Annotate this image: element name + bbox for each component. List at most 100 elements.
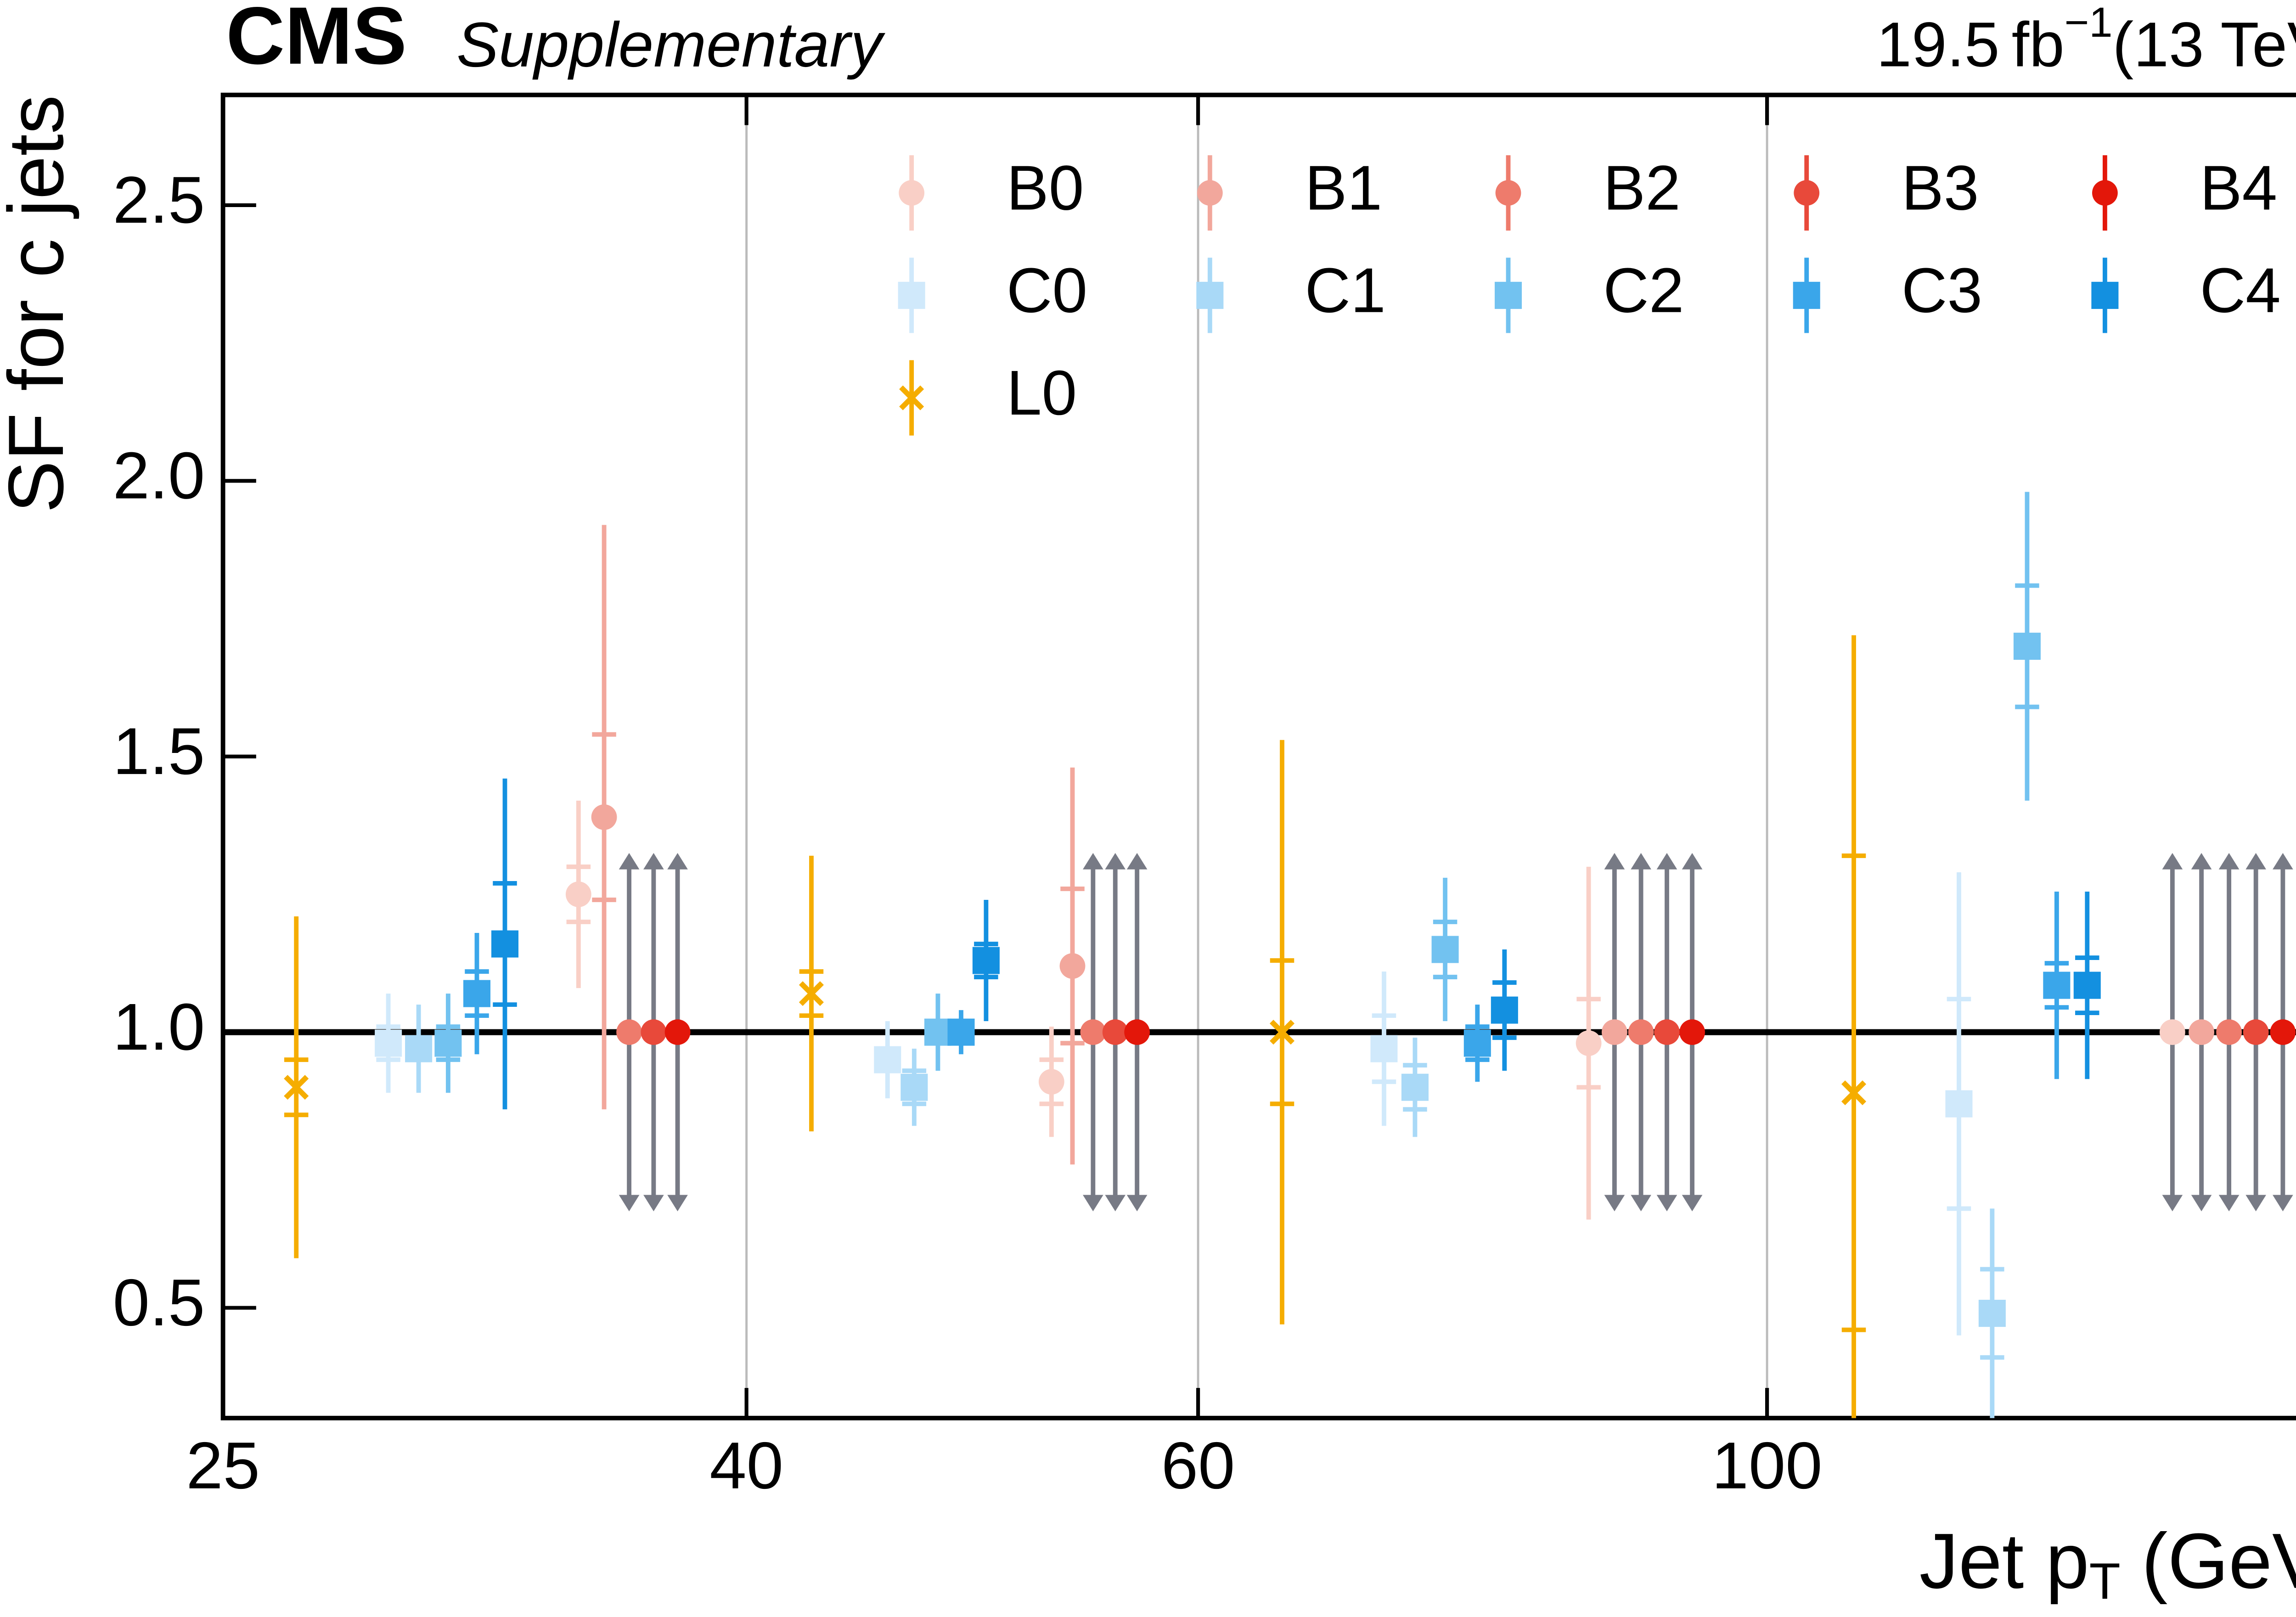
limit-arrow-head (2191, 853, 2212, 1212)
x-tick-label: 60 (1161, 1428, 1235, 1503)
legend-label: B0 (1007, 153, 1084, 224)
point (664, 1019, 691, 1045)
lumi: 19.5fb−1(13 TeV) (1876, 0, 2296, 80)
limit-arrow-head (1682, 853, 1703, 1212)
point (1038, 1069, 1064, 1095)
point (375, 1029, 402, 1057)
legend-marker (1196, 281, 1224, 309)
point (1269, 1020, 1295, 1045)
x-tick-label: 100 (1712, 1428, 1823, 1503)
limit-arrow-head (1631, 853, 1651, 1212)
limit-arrow-head (643, 853, 664, 1212)
point (1978, 1300, 2006, 1327)
x-tick-label: 25 (186, 1428, 260, 1503)
legend-label: L0 (1007, 358, 1077, 428)
limit-arrow-head (2273, 853, 2293, 1212)
point (2270, 1019, 2296, 1045)
point (924, 1018, 951, 1046)
limit-arrow-head (619, 853, 640, 1212)
x-tick-label: 40 (709, 1428, 783, 1503)
point (405, 1035, 433, 1062)
point (1080, 1019, 1106, 1045)
point (565, 881, 591, 907)
point (1654, 1019, 1680, 1045)
point (491, 930, 519, 958)
point (1370, 1035, 1398, 1062)
legend-label: C2 (1603, 255, 1684, 326)
experiment: CMS (226, 0, 407, 81)
limit-arrow-head (2245, 853, 2266, 1212)
limit-arrow-head (1656, 853, 1677, 1212)
point (799, 981, 824, 1006)
point (641, 1019, 667, 1045)
x-label-main: Jet p (1919, 1518, 2089, 1605)
point (2043, 971, 2071, 999)
point (616, 1019, 642, 1045)
y-tick-label: 1.0 (113, 989, 205, 1064)
lumi-unit: fb (2012, 10, 2065, 80)
limit-arrow-head (1126, 853, 1148, 1212)
lumi-energy: (13 TeV) (2112, 10, 2296, 80)
limit-arrow-head (667, 853, 688, 1212)
point (1059, 953, 1086, 979)
legend-label: C0 (1007, 255, 1087, 326)
point (874, 1046, 901, 1073)
point (972, 947, 1000, 974)
point (1841, 1080, 1867, 1106)
limit-arrow-head (1105, 853, 1126, 1212)
y-tick-label: 0.5 (113, 1265, 205, 1340)
legend-label: B1 (1305, 153, 1383, 224)
point (1628, 1019, 1654, 1045)
legend-marker (2092, 180, 2118, 206)
legend-marker (1793, 281, 1820, 309)
lumi-value: 19.5 (1876, 10, 1999, 80)
y-tick-label: 1.5 (113, 714, 205, 788)
y-axis-label: SF for c jets (0, 95, 80, 513)
legend-marker (1197, 180, 1223, 206)
legend-label: B2 (1603, 153, 1681, 224)
limit-arrow-head (2218, 853, 2240, 1212)
point (1124, 1019, 1150, 1045)
point (947, 1018, 975, 1046)
point (1463, 1029, 1491, 1057)
point (1401, 1073, 1429, 1101)
point (1491, 996, 1518, 1024)
x-label-unit: (GeV) (2142, 1518, 2296, 1605)
legend-marker (898, 281, 925, 309)
point (284, 1075, 309, 1100)
point (1102, 1019, 1128, 1045)
point (1945, 1090, 1973, 1117)
legend-marker (2091, 281, 2119, 309)
legend-marker (1794, 180, 1820, 206)
point (2013, 633, 2041, 660)
limit-arrow-head (1083, 853, 1103, 1212)
limit-arrow-head (1604, 853, 1625, 1212)
limit-arrow-head (2162, 853, 2183, 1212)
y-tick-label: 2.0 (113, 438, 205, 512)
point (900, 1073, 928, 1101)
point (1431, 936, 1459, 963)
point (2189, 1019, 2214, 1045)
point (1576, 1030, 1602, 1056)
point (1679, 1019, 1705, 1045)
legend-marker (899, 385, 924, 410)
y-tick-label: 2.5 (113, 163, 205, 237)
legend-label: B4 (2200, 153, 2278, 224)
x-label-sub: T (2089, 1553, 2121, 1610)
point (2216, 1019, 2242, 1045)
legend-marker (1495, 281, 1522, 309)
label: Supplementary (456, 10, 885, 80)
legend-label: B3 (1902, 153, 1979, 224)
point (2073, 971, 2101, 999)
plot-frame (220, 92, 2296, 1420)
x-axis-label: Jet pT (GeV) (1919, 1518, 2296, 1610)
legend-marker (1495, 180, 1521, 206)
legend-label: C4 (2200, 255, 2281, 326)
point (2243, 1019, 2269, 1045)
point (1602, 1019, 1627, 1045)
point (434, 1029, 462, 1057)
point (591, 804, 617, 830)
legend-marker (899, 180, 925, 206)
